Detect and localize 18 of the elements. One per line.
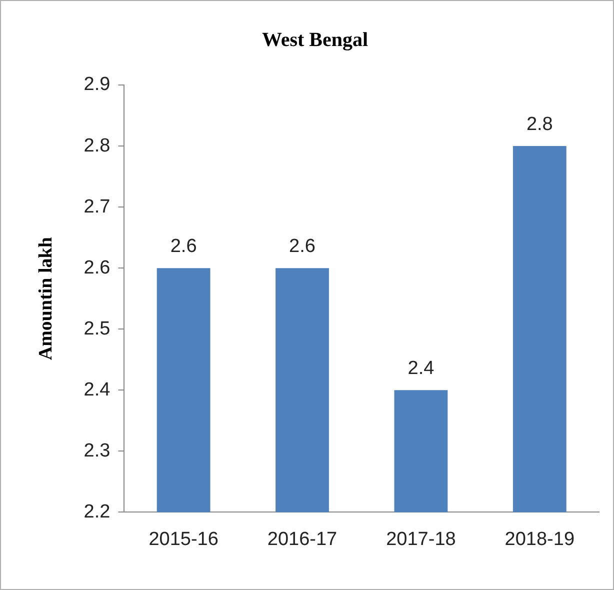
x-tick-label: 2016-17	[267, 528, 338, 550]
y-tick-label: 2.7	[84, 196, 110, 218]
x-tick-label: 2018-19	[504, 528, 575, 550]
data-label: 2.8	[526, 114, 553, 135]
chart-title: West Bengal	[262, 29, 368, 52]
data-label: 2.6	[289, 236, 316, 257]
y-tick-label: 2.6	[84, 257, 110, 278]
y-tick-label: 2.8	[84, 135, 110, 156]
data-label: 2.6	[170, 236, 197, 257]
y-tick-label: 2.5	[84, 318, 110, 340]
y-tick-label: 2.3	[84, 440, 110, 462]
y-tick-label: 2.2	[84, 501, 110, 522]
x-tick-label: 2017-18	[386, 528, 456, 550]
y-tick-label: 2.9	[84, 74, 110, 96]
data-label: 2.4	[408, 358, 435, 379]
y-tick-label: 2.4	[84, 379, 111, 400]
y-axis-title: Amountin lakh	[35, 236, 56, 360]
x-tick-label: 2015-16	[148, 528, 218, 550]
